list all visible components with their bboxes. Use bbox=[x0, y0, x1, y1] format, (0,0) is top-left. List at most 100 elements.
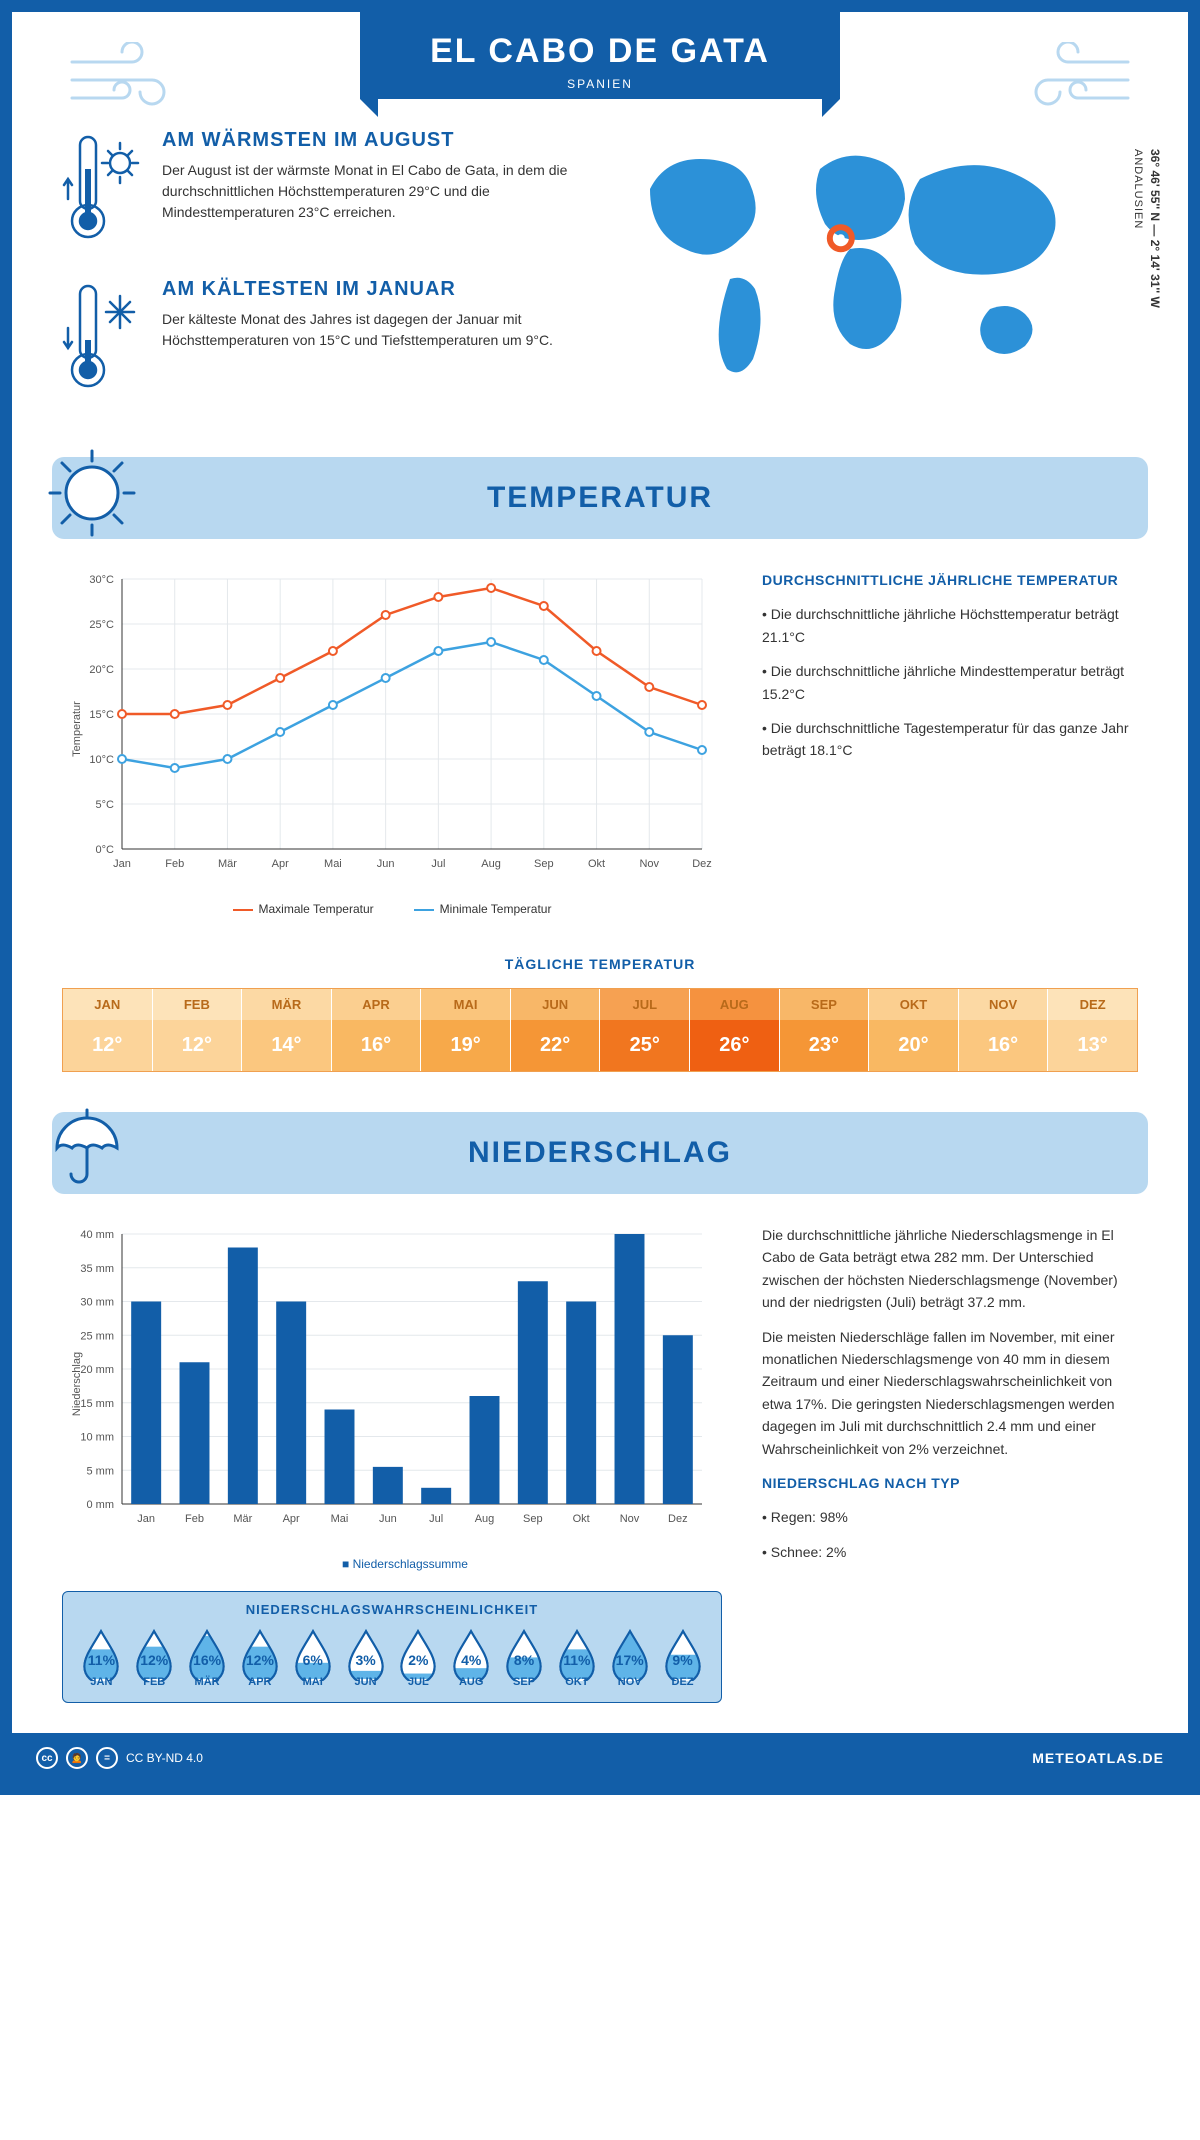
site-name: METEOATLAS.DE bbox=[1032, 1750, 1164, 1766]
svg-text:30°C: 30°C bbox=[89, 574, 114, 586]
svg-text:Okt: Okt bbox=[573, 1513, 590, 1525]
wind-icon bbox=[1028, 42, 1138, 117]
svg-text:10°C: 10°C bbox=[89, 754, 114, 766]
svg-text:25 mm: 25 mm bbox=[80, 1330, 114, 1342]
drop-cell: 9%DEZ bbox=[656, 1627, 709, 1688]
legend-precip: ■ Niederschlagssumme bbox=[316, 1557, 468, 1571]
svg-text:Jun: Jun bbox=[379, 1513, 397, 1525]
svg-text:Mär: Mär bbox=[233, 1513, 252, 1525]
drop-cell: 12%FEB bbox=[128, 1627, 181, 1688]
header-banner: EL CABO DE GATA SPANIEN bbox=[360, 12, 840, 99]
drop-cell: 3%JUN bbox=[339, 1627, 392, 1688]
drop-cell: 12%APR bbox=[233, 1627, 286, 1688]
cc-icon: cc bbox=[36, 1747, 58, 1769]
heat-cell: SEP23° bbox=[780, 989, 870, 1071]
section-header-precip: NIEDERSCHLAG bbox=[52, 1112, 1148, 1194]
nd-icon: = bbox=[96, 1747, 118, 1769]
coords-label: 36° 46' 55'' N — 2° 14' 31'' W bbox=[1148, 149, 1162, 308]
wind-icon bbox=[62, 42, 172, 117]
heat-cell: OKT20° bbox=[869, 989, 959, 1071]
heat-cell: JUN22° bbox=[511, 989, 601, 1071]
precip-type-title: NIEDERSCHLAG NACH TYP bbox=[762, 1472, 1138, 1494]
svg-text:Apr: Apr bbox=[272, 858, 289, 870]
svg-text:Mär: Mär bbox=[218, 858, 237, 870]
svg-text:Jul: Jul bbox=[429, 1513, 443, 1525]
page-subtitle: SPANIEN bbox=[360, 77, 840, 91]
temperature-line-chart: 0°C 5°C 10°C 15°C 20°C 25°C 30°C Jan Feb Mär Apr Ma… bbox=[62, 569, 722, 916]
heat-cell: DEZ13° bbox=[1048, 989, 1137, 1071]
svg-text:10 mm: 10 mm bbox=[80, 1432, 114, 1444]
svg-text:Jan: Jan bbox=[113, 858, 131, 870]
svg-text:Nov: Nov bbox=[620, 1513, 640, 1525]
heat-cell: FEB12° bbox=[153, 989, 243, 1071]
summary-title: DURCHSCHNITTLICHE JÄHRLICHE TEMPERATUR bbox=[762, 569, 1138, 591]
fact-text: Der August ist der wärmste Monat in El C… bbox=[162, 160, 580, 223]
svg-text:0°C: 0°C bbox=[96, 844, 115, 856]
svg-text:Niederschlag: Niederschlag bbox=[71, 1352, 83, 1416]
precip-type-bullet: • Schnee: 2% bbox=[762, 1541, 1138, 1563]
license-text: CC BY-ND 4.0 bbox=[126, 1751, 203, 1765]
svg-text:Dez: Dez bbox=[692, 858, 712, 870]
svg-text:Okt: Okt bbox=[588, 858, 605, 870]
drop-cell: 17%NOV bbox=[603, 1627, 656, 1688]
svg-text:Feb: Feb bbox=[185, 1513, 204, 1525]
region-label: ANDALUSIEN bbox=[1132, 149, 1144, 229]
svg-text:20°C: 20°C bbox=[89, 664, 114, 676]
heat-cell: MAI19° bbox=[421, 989, 511, 1071]
svg-text:Aug: Aug bbox=[475, 1513, 495, 1525]
svg-text:Mai: Mai bbox=[331, 1513, 349, 1525]
chart-legend: Maximale Temperatur Minimale Temperatur bbox=[62, 902, 722, 916]
fact-warmest: AM WÄRMSTEN IM AUGUST Der August ist der… bbox=[62, 129, 580, 254]
svg-text:25°C: 25°C bbox=[89, 619, 114, 631]
svg-text:Aug: Aug bbox=[481, 858, 501, 870]
heat-cell: APR16° bbox=[332, 989, 422, 1071]
heat-cell: NOV16° bbox=[959, 989, 1049, 1071]
svg-text:5°C: 5°C bbox=[96, 799, 115, 811]
svg-text:Jan: Jan bbox=[137, 1513, 155, 1525]
precip-text: Die durchschnittliche jährliche Niedersc… bbox=[762, 1224, 1138, 1314]
page-title: EL CABO DE GATA bbox=[360, 32, 840, 71]
precip-bar-chart: 0 mm5 mm10 mm15 mm20 mm25 mm30 mm35 mm40… bbox=[62, 1224, 722, 1571]
precip-text: Die meisten Niederschläge fallen im Nove… bbox=[762, 1326, 1138, 1460]
world-map: ANDALUSIEN 36° 46' 55'' N — 2° 14' 31'' … bbox=[620, 129, 1138, 427]
svg-text:0 mm: 0 mm bbox=[87, 1499, 115, 1511]
legend-min: Minimale Temperatur bbox=[414, 902, 552, 916]
svg-text:35 mm: 35 mm bbox=[80, 1263, 114, 1275]
summary-bullet: • Die durchschnittliche Tagestemperatur … bbox=[762, 717, 1138, 762]
drop-cell: 6%MAI bbox=[286, 1627, 339, 1688]
svg-text:5 mm: 5 mm bbox=[87, 1465, 115, 1477]
thermometer-hot-icon bbox=[62, 129, 142, 254]
summary-bullet: • Die durchschnittliche jährliche Höchst… bbox=[762, 603, 1138, 648]
chart-legend: ■ Niederschlagssumme bbox=[62, 1557, 722, 1571]
precip-probability-box: NIEDERSCHLAGSWAHRSCHEINLICHKEIT 11%JAN12… bbox=[62, 1591, 722, 1703]
svg-text:Sep: Sep bbox=[523, 1513, 543, 1525]
heat-cell: JAN12° bbox=[63, 989, 153, 1071]
svg-text:40 mm: 40 mm bbox=[80, 1229, 114, 1241]
thermometer-cold-icon bbox=[62, 278, 142, 403]
sun-icon bbox=[42, 443, 142, 548]
svg-text:20 mm: 20 mm bbox=[80, 1364, 114, 1376]
drop-cell: 8%SEP bbox=[498, 1627, 551, 1688]
section-title: NIEDERSCHLAG bbox=[76, 1136, 1124, 1170]
svg-text:Jul: Jul bbox=[431, 858, 445, 870]
drop-cell: 4%AUG bbox=[445, 1627, 498, 1688]
fact-coldest: AM KÄLTESTEN IM JANUAR Der kälteste Mona… bbox=[62, 278, 580, 403]
umbrella-icon bbox=[42, 1098, 132, 1193]
heat-cell: JUL25° bbox=[600, 989, 690, 1071]
drop-cell: 11%OKT bbox=[550, 1627, 603, 1688]
prob-title: NIEDERSCHLAGSWAHRSCHEINLICHKEIT bbox=[75, 1602, 709, 1617]
drop-cell: 2%JUL bbox=[392, 1627, 445, 1688]
svg-text:Mai: Mai bbox=[324, 858, 342, 870]
svg-text:Feb: Feb bbox=[165, 858, 184, 870]
svg-text:Dez: Dez bbox=[668, 1513, 688, 1525]
fact-title: AM KÄLTESTEN IM JANUAR bbox=[162, 278, 580, 301]
legend-max: Maximale Temperatur bbox=[233, 902, 374, 916]
svg-text:15°C: 15°C bbox=[89, 709, 114, 721]
svg-text:Nov: Nov bbox=[639, 858, 659, 870]
section-title: TEMPERATUR bbox=[76, 481, 1124, 515]
section-header-temperature: TEMPERATUR bbox=[52, 457, 1148, 539]
footer: cc 🙍 = CC BY-ND 4.0 METEOATLAS.DE bbox=[12, 1733, 1188, 1783]
precip-type-bullet: • Regen: 98% bbox=[762, 1506, 1138, 1528]
svg-text:30 mm: 30 mm bbox=[80, 1297, 114, 1309]
heat-cell: MÄR14° bbox=[242, 989, 332, 1071]
